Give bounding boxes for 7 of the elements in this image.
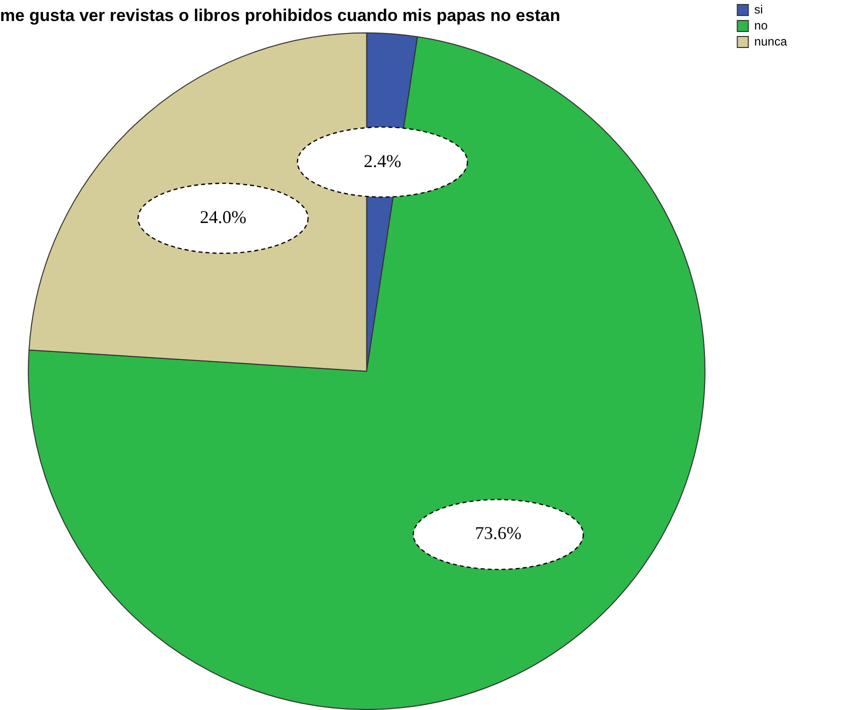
data-label: 24.0%	[200, 207, 246, 228]
legend-label: nunca	[754, 34, 788, 48]
legend-label: no	[754, 18, 768, 32]
chart-title: me gusta ver revistas o libros prohibidos cuando mis papas no estan	[0, 6, 560, 25]
data-label: 2.4%	[364, 150, 402, 171]
legend-label: si	[754, 2, 763, 16]
data-label: 73.6%	[475, 523, 522, 544]
